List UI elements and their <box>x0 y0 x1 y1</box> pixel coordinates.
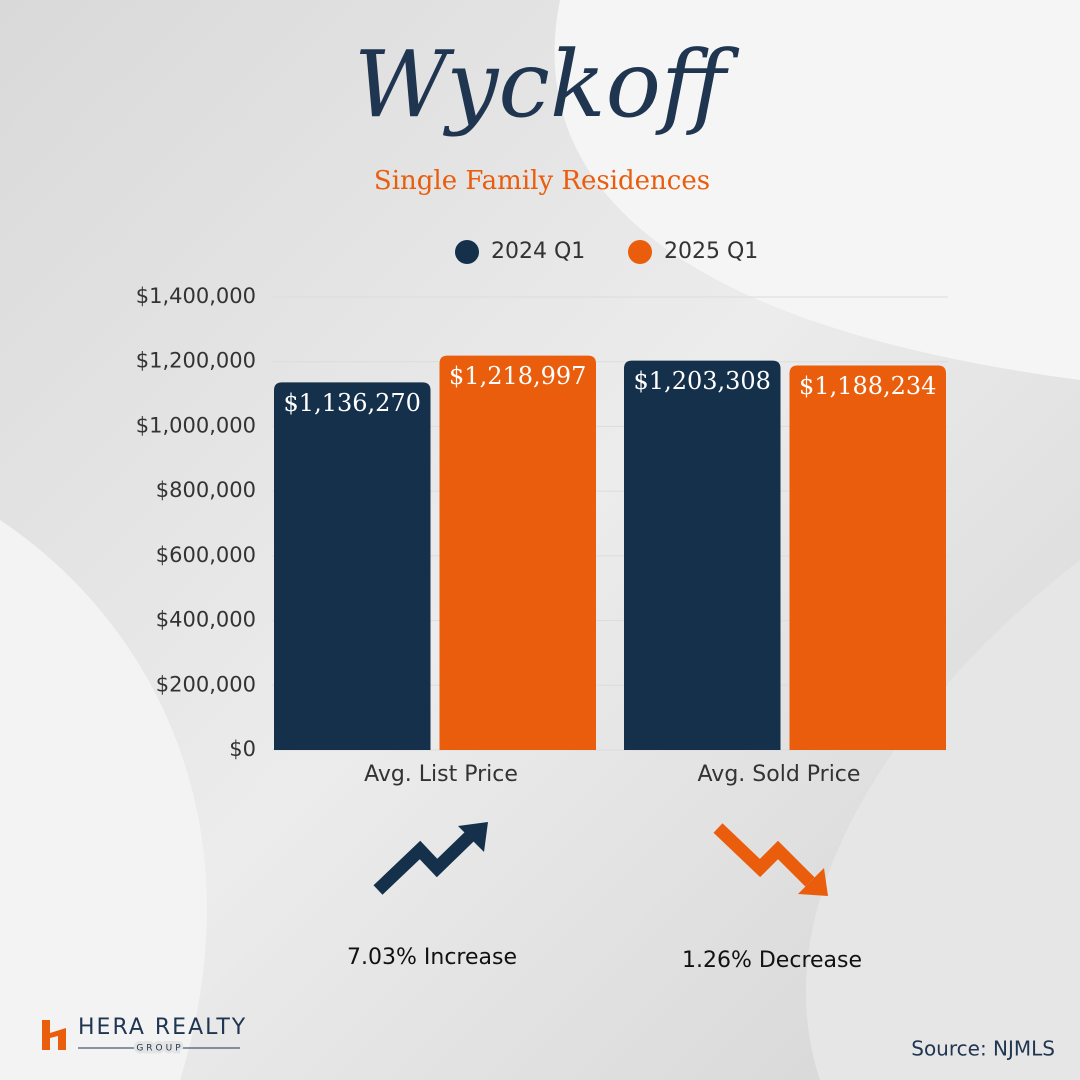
background-swoosh <box>554 0 1080 380</box>
bar <box>624 360 781 750</box>
background-swoosh <box>0 520 207 1080</box>
background-swoosh <box>805 560 1080 1080</box>
y-tick-label: $1,200,000 <box>136 349 256 373</box>
value-label: $1,136,270 <box>284 389 421 417</box>
value-label: $1,188,234 <box>799 372 936 400</box>
legend-label: 2025 Q1 <box>664 239 758 264</box>
y-tick-label: $200,000 <box>156 672 256 696</box>
chart-subtitle: Single Family Residences <box>374 166 710 196</box>
legend-swatch <box>628 240 652 264</box>
logo-name: HERA REALTY <box>78 1015 247 1040</box>
value-label: $1,218,997 <box>449 362 586 390</box>
x-tick-label: Avg. List Price <box>364 762 518 787</box>
annotation: 7.03% Increase <box>347 945 517 970</box>
legend-label: 2024 Q1 <box>491 239 585 264</box>
increase-arrow <box>373 822 488 895</box>
bar <box>439 355 596 750</box>
y-tick-label: $1,400,000 <box>136 284 256 308</box>
bar <box>789 365 946 750</box>
logo-icon <box>42 1020 66 1050</box>
x-tick-label: Avg. Sold Price <box>698 762 861 787</box>
y-tick-label: $0 <box>229 737 256 761</box>
legend-swatch <box>455 240 479 264</box>
annotation: 1.26% Decrease <box>682 948 862 973</box>
value-label: $1,203,308 <box>634 367 771 395</box>
chart-title: Wyckoff <box>354 31 740 138</box>
logo-tagline: GROUP <box>136 1044 183 1054</box>
y-tick-label: $600,000 <box>156 543 256 567</box>
source: Source: NJMLS <box>911 1037 1055 1061</box>
y-tick-label: $800,000 <box>156 478 256 502</box>
y-tick-label: $400,000 <box>156 608 256 632</box>
decrease-arrow <box>713 823 828 896</box>
bar <box>274 382 431 750</box>
y-tick-label: $1,000,000 <box>136 413 256 437</box>
